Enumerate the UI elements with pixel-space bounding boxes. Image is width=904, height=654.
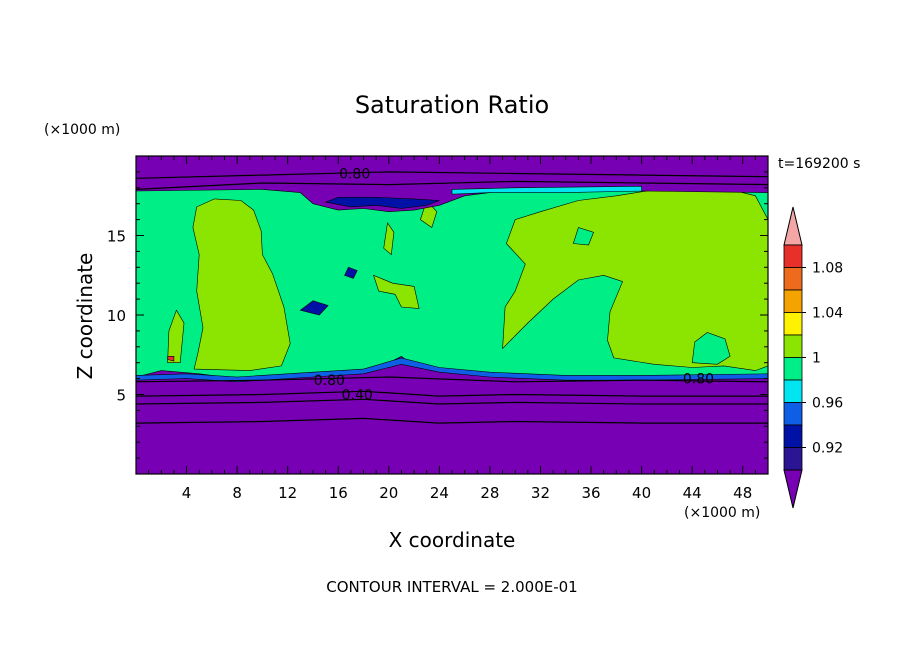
colorbar-label: 1.08 [812,261,843,277]
time-label: t=169200 s [778,156,860,172]
x-tick-label: 8 [232,484,242,502]
x-tick-label: 48 [733,484,752,502]
x-tick-label: 28 [480,484,499,502]
contour-line [136,390,768,397]
colorbar-segment [783,289,803,313]
contour-label: 0.40 [342,387,373,403]
colorbar-label: 0.96 [812,396,843,412]
contour-label-layer: 0.800.800.400.80 [314,166,714,403]
x-tick-label: 40 [632,484,651,502]
contour-region-lime [192,198,291,371]
contour-line [136,171,768,179]
contour-line [136,417,768,424]
colorbar: 1.08 1.04 1 0.96 0.92 [783,206,843,509]
colorbar-segment [783,357,803,381]
colorbar-label: 1 [812,351,821,367]
x-tick-label: 24 [430,484,449,502]
contour-region-red [167,355,175,362]
contour-line [136,376,768,383]
colorbar-segment [783,447,803,471]
x-tick-label: 20 [379,484,398,502]
contour-label: 0.80 [339,166,370,182]
colorbar-segment [783,267,803,291]
x-unit-label: (×1000 m) [684,505,760,521]
x-tick-label: 12 [278,484,297,502]
colorbar-segment [783,424,803,448]
colorbar-label: 1.04 [812,306,843,322]
colorbar-top-triangle [783,206,803,246]
contour-fill-layer [136,156,768,474]
contour-region-navy [344,266,358,279]
x-tick-label: 44 [683,484,702,502]
contour-region-lime [383,221,395,256]
y-tick-label: 5 [116,387,126,405]
chart-title: Saturation Ratio [355,91,549,119]
contour-region-lime [502,187,768,371]
contour-label: 0.80 [683,371,714,387]
contour-region-navy [299,300,329,316]
x-tick-label: 32 [531,484,550,502]
contour-region-purple [136,156,768,213]
colorbar-label: 0.92 [812,441,843,457]
colorbar-segment [783,379,803,403]
y-axis-label: Z coordinate [73,253,97,380]
y-tick-label: 10 [107,307,126,325]
colorbar-segment [783,312,803,336]
x-axis-label: X coordinate [389,528,516,552]
contour-region-green [691,332,731,365]
contour-region-lime [167,309,185,364]
y-tick-label: 15 [107,228,126,246]
contour-region-cyan [451,185,642,195]
colorbar-bottom-triangle [783,469,803,509]
colorbar-segment [783,244,803,268]
contour-interval-footer: CONTOUR INTERVAL = 2.000E-01 [326,578,577,596]
contour-region-navy [324,197,440,209]
contour-line [136,398,768,405]
contour-label: 0.80 [314,373,345,389]
colorbar-segment [783,402,803,426]
x-tick-label: 4 [182,484,192,502]
y-axis-ticks: 5 10 15 [107,171,768,459]
x-tick-label: 36 [581,484,600,502]
y-unit-label: (×1000 m) [44,122,120,138]
contour-region-lime [373,274,420,309]
colorbar-segment [783,334,803,358]
contour-line-layer [136,171,768,424]
contour-region-green [572,227,594,246]
contour-line [136,180,768,190]
x-tick-label: 16 [329,484,348,502]
x-axis-ticks: 4 8 12 16 20 24 28 32 36 40 44 48 [148,156,756,502]
contour-region-blue [136,357,768,383]
